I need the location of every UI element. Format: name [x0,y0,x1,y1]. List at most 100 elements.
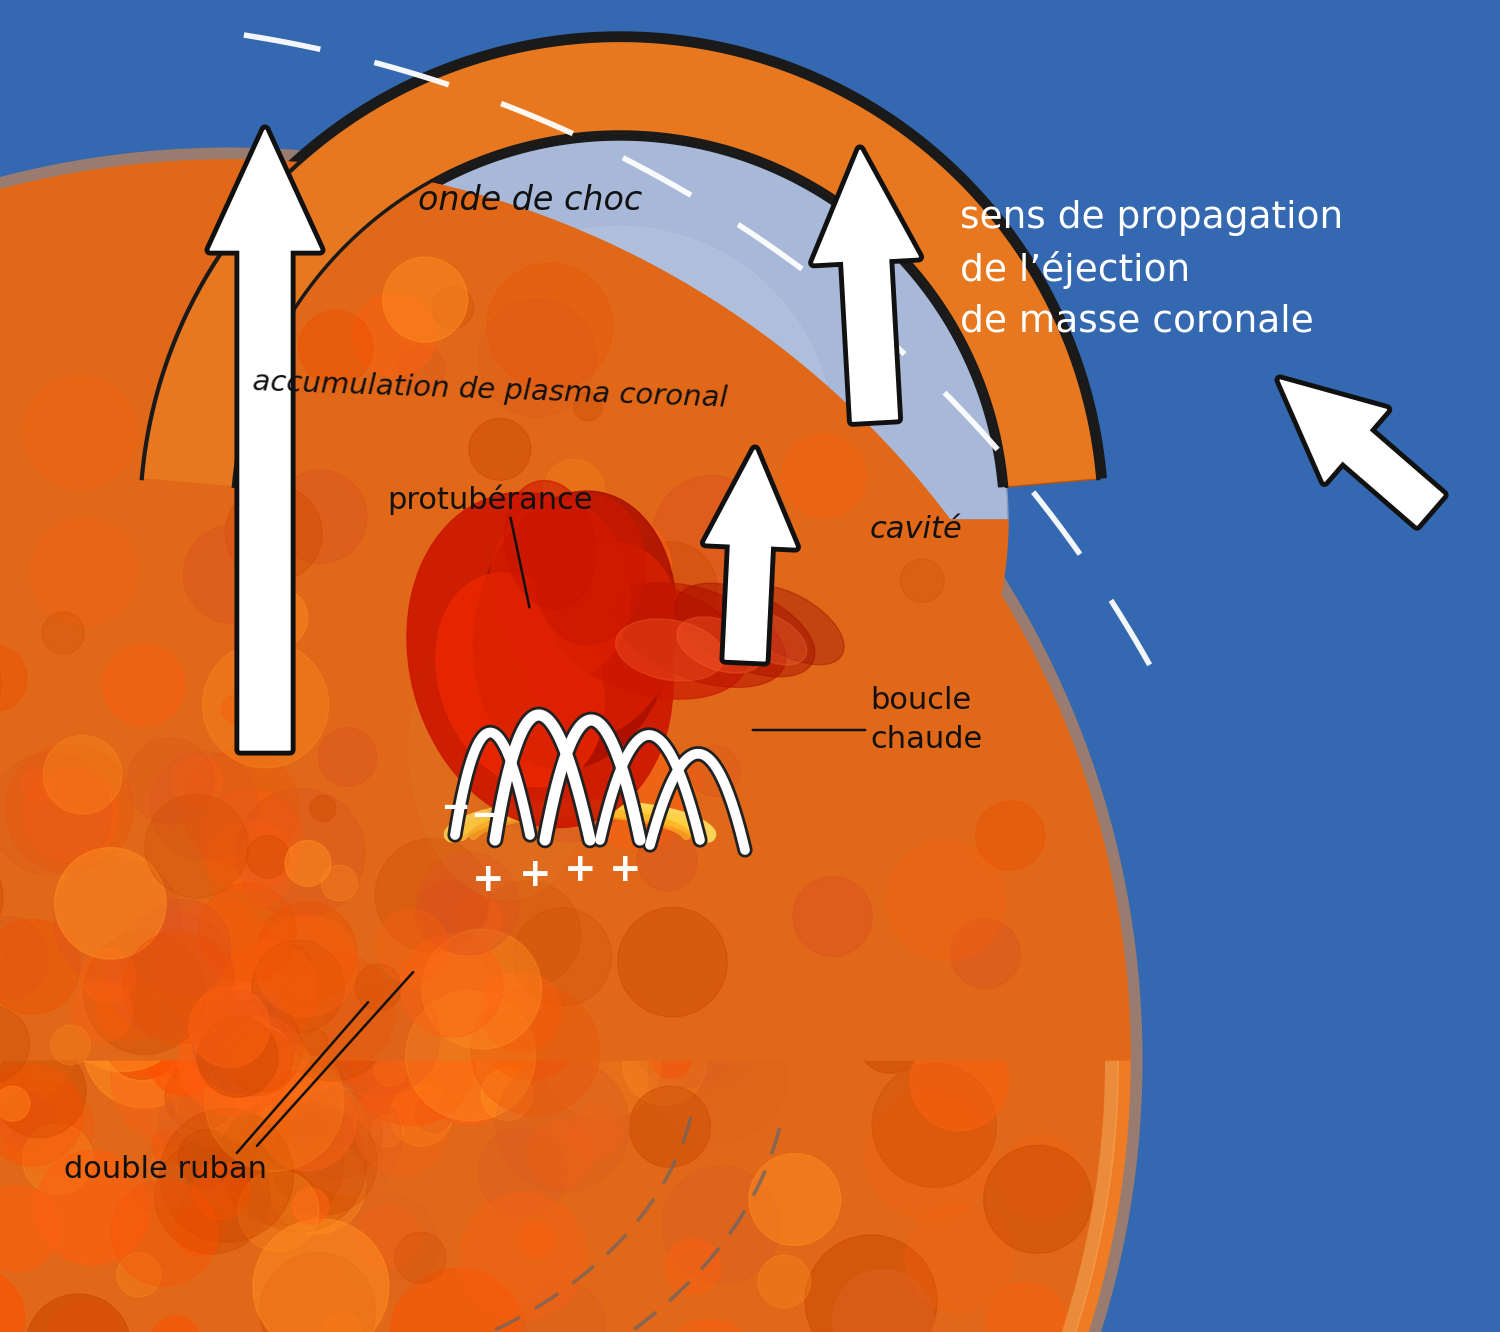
Circle shape [398,341,459,402]
Circle shape [410,982,450,1022]
Circle shape [375,910,448,983]
Circle shape [226,1006,278,1055]
Circle shape [531,650,600,719]
Circle shape [664,762,704,799]
Circle shape [192,991,296,1094]
Circle shape [512,264,550,302]
Circle shape [324,979,440,1095]
Circle shape [622,1022,706,1106]
Circle shape [236,1072,368,1204]
Polygon shape [232,132,1008,519]
Text: onde de choc: onde de choc [419,184,642,217]
Circle shape [633,986,735,1088]
Circle shape [22,767,118,863]
Ellipse shape [406,493,674,827]
Circle shape [878,723,993,838]
Circle shape [815,903,932,1019]
Circle shape [44,735,122,814]
Circle shape [471,903,582,1014]
Circle shape [294,1090,382,1179]
Circle shape [180,1072,260,1152]
Circle shape [42,769,82,809]
Circle shape [375,838,489,952]
Circle shape [210,1079,256,1126]
Circle shape [375,587,495,707]
Circle shape [910,1032,1008,1131]
Circle shape [236,474,327,565]
Circle shape [0,802,74,879]
Circle shape [398,346,445,394]
Circle shape [260,1252,375,1332]
Circle shape [543,986,618,1060]
Circle shape [833,1269,933,1332]
Circle shape [153,902,278,1026]
Circle shape [300,373,372,445]
Polygon shape [1280,380,1443,525]
Circle shape [231,1070,276,1115]
Circle shape [478,1127,567,1216]
Circle shape [150,1148,192,1189]
Circle shape [648,1003,788,1143]
Circle shape [321,1312,362,1332]
Circle shape [44,1300,126,1332]
Circle shape [206,316,292,404]
Text: +: + [471,860,504,899]
Circle shape [0,1092,56,1148]
Circle shape [251,786,381,916]
Circle shape [310,795,336,822]
Circle shape [0,978,9,1070]
Circle shape [154,1139,270,1253]
Circle shape [0,1087,30,1122]
Circle shape [68,1014,116,1062]
Ellipse shape [736,585,844,665]
Circle shape [390,1084,453,1146]
Circle shape [140,378,255,494]
Circle shape [662,1166,780,1284]
Circle shape [3,1082,93,1173]
Circle shape [357,1205,420,1269]
Circle shape [148,1027,217,1095]
Circle shape [426,526,540,639]
Circle shape [871,1063,996,1187]
Ellipse shape [448,610,591,830]
Circle shape [186,1104,219,1138]
Circle shape [210,992,290,1071]
Circle shape [273,963,390,1082]
Ellipse shape [614,582,786,687]
Circle shape [302,996,345,1039]
Circle shape [183,525,282,623]
Circle shape [0,364,18,398]
Circle shape [236,902,351,1018]
Circle shape [158,1096,213,1151]
Polygon shape [232,519,1008,908]
Circle shape [0,911,51,1002]
Circle shape [106,911,234,1038]
Circle shape [352,293,436,377]
Circle shape [270,1138,366,1233]
Circle shape [788,563,876,651]
Circle shape [111,1180,218,1287]
Circle shape [556,511,672,627]
Circle shape [310,717,372,779]
Circle shape [770,505,886,622]
Polygon shape [0,160,230,1060]
Circle shape [382,257,468,342]
Circle shape [510,721,632,842]
Circle shape [285,840,332,886]
Circle shape [818,738,898,819]
Circle shape [26,1293,130,1332]
Circle shape [172,757,222,806]
Circle shape [318,727,376,786]
Circle shape [120,619,222,722]
Circle shape [393,378,495,480]
Circle shape [248,337,332,421]
Circle shape [758,1255,810,1308]
Circle shape [1022,951,1059,988]
Circle shape [519,1223,554,1257]
Circle shape [333,883,369,919]
Circle shape [352,1094,388,1128]
Circle shape [429,915,462,948]
Circle shape [4,378,84,460]
Circle shape [274,470,368,563]
Circle shape [783,434,865,517]
